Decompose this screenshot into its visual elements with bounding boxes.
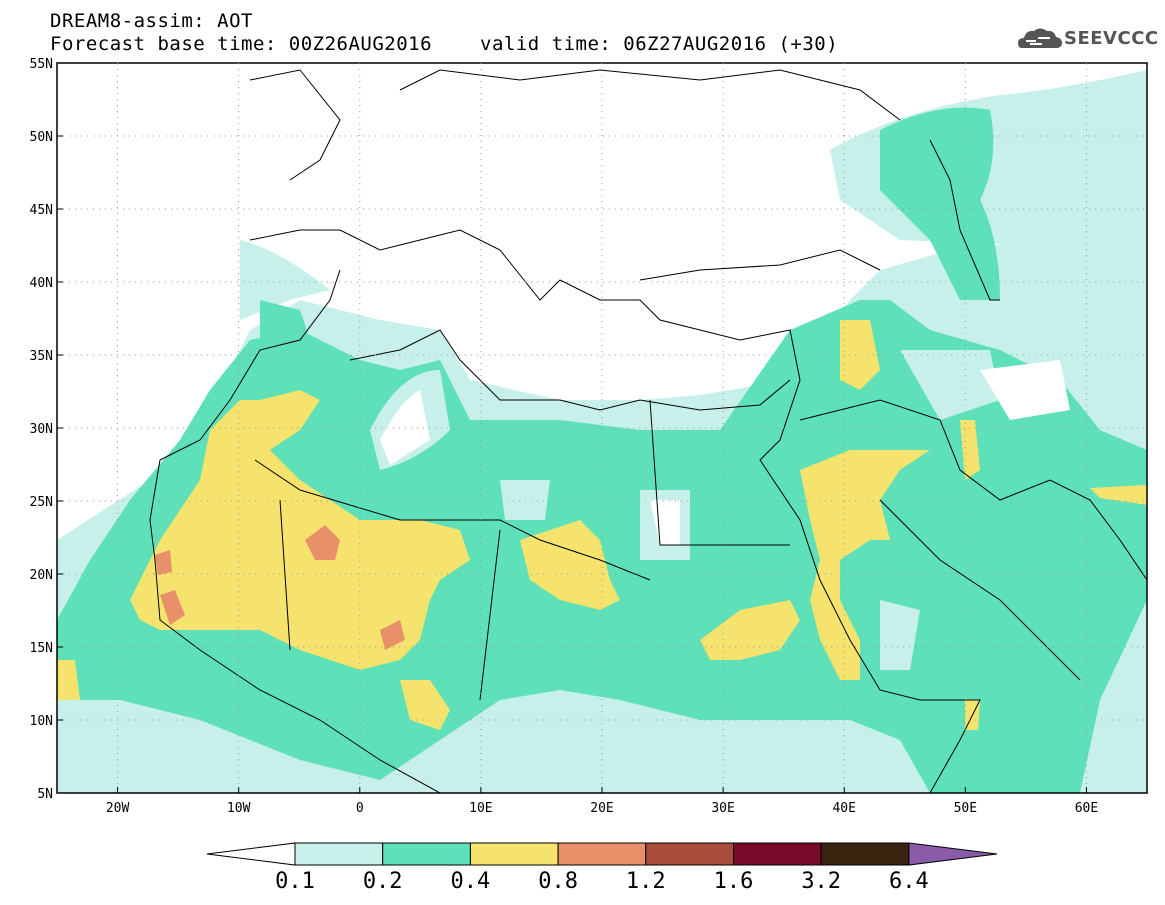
lon-label: 20W bbox=[106, 801, 130, 816]
colorbar-label: 0.1 bbox=[275, 869, 315, 894]
lat-label: 20N bbox=[30, 568, 53, 583]
colorbar-box bbox=[469, 842, 559, 866]
colorbar-label: 3.2 bbox=[801, 869, 842, 894]
lat-label: 40N bbox=[30, 276, 53, 291]
lat-label: 45N bbox=[30, 203, 53, 218]
aot-field bbox=[57, 63, 1147, 793]
lon-label: 40E bbox=[832, 801, 855, 816]
cloud-icon bbox=[1018, 28, 1062, 48]
colorbar-label: 0.8 bbox=[538, 869, 578, 894]
lon-label: 10E bbox=[469, 801, 492, 816]
lon-label: 0 bbox=[356, 801, 364, 816]
colorbar-label: 0.2 bbox=[362, 869, 403, 894]
colorbar-box bbox=[294, 842, 384, 866]
logo-text: SEEVCCC bbox=[1064, 28, 1159, 49]
colorbar-box bbox=[557, 842, 647, 866]
colorbar-max-arrow bbox=[908, 842, 997, 866]
colorbar-label: 1.6 bbox=[713, 869, 754, 894]
coastlines bbox=[149, 69, 1147, 793]
map-title: DREAM8-assim: AOT bbox=[50, 10, 253, 32]
colorbar-label: 6.4 bbox=[889, 869, 929, 894]
lat-label: 35N bbox=[30, 349, 53, 364]
lon-label: 10W bbox=[227, 801, 251, 816]
colorbar-box bbox=[645, 842, 734, 866]
lat-label: 5N bbox=[37, 787, 53, 802]
lat-label: 10N bbox=[30, 714, 53, 729]
colorbar-box bbox=[820, 842, 910, 866]
lat-label: 50N bbox=[30, 130, 53, 145]
lon-label: 50E bbox=[954, 801, 977, 816]
forecast-base-time: Forecast base time: 00Z26AUG2016 bbox=[50, 33, 433, 55]
colorbar-label: 0.4 bbox=[450, 869, 491, 894]
lat-label: 55N bbox=[30, 57, 53, 72]
lon-label: 20E bbox=[590, 801, 613, 816]
axis-ticks: 55N 50N 45N 40N 35N 30N 25N 20N 15N 10N 5N 20W 10W 0 1… bbox=[30, 57, 1099, 816]
colorbar-box bbox=[733, 842, 822, 866]
colorbar-box bbox=[382, 842, 471, 866]
colorbar-label: 1.2 bbox=[625, 869, 666, 894]
lon-label: 30E bbox=[711, 801, 734, 816]
lat-label: 30N bbox=[30, 422, 53, 437]
valid-time: valid time: 06Z27AUG2016 (+30) bbox=[480, 33, 839, 55]
lat-label: 25N bbox=[30, 495, 53, 510]
lon-label: 60E bbox=[1075, 801, 1098, 816]
colorbar-min-arrow bbox=[206, 842, 296, 866]
lat-label: 15N bbox=[30, 641, 53, 656]
